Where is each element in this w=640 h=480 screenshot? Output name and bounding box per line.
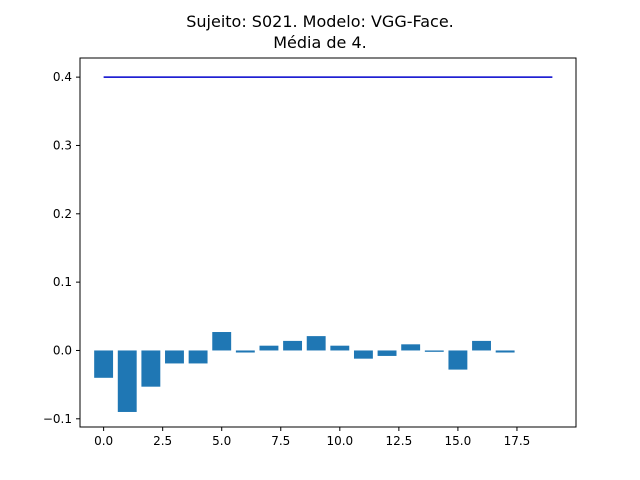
y-tick-label: −0.1 [43, 412, 72, 426]
y-tick-label: 0.2 [53, 207, 72, 221]
bar [94, 350, 114, 378]
bar [472, 340, 491, 351]
x-tick-label: 10.0 [326, 434, 353, 448]
x-tick-label: 5.0 [212, 434, 231, 448]
y-tick-label: 0.1 [53, 275, 72, 289]
bar [283, 340, 303, 351]
bar [259, 345, 279, 351]
x-tick-label: 2.5 [153, 434, 172, 448]
bar [377, 350, 397, 356]
bar [165, 350, 184, 364]
bar [141, 350, 161, 387]
bar [212, 332, 232, 351]
bar [188, 350, 208, 364]
chart-title-line-2: Média de 4. [273, 33, 367, 52]
x-tick-label: 0.0 [94, 434, 113, 448]
bar [401, 344, 421, 351]
bar [235, 350, 255, 353]
x-tick-label: 12.5 [385, 434, 412, 448]
chart-title-line-1: Sujeito: S021. Modelo: VGG-Face. [186, 12, 454, 31]
bar [117, 350, 137, 412]
x-tick-label: 15.0 [445, 434, 472, 448]
x-tick-label: 7.5 [271, 434, 290, 448]
plot-frame [79, 57, 577, 428]
y-tick-label: 0.4 [53, 70, 72, 84]
bar [330, 345, 350, 351]
bar [448, 350, 468, 370]
bar [424, 350, 444, 352]
bar [306, 336, 326, 351]
y-tick-label: 0.3 [53, 138, 72, 152]
y-tick-label: 0.0 [53, 343, 72, 357]
x-tick-label: 17.5 [504, 434, 531, 448]
bar [495, 350, 515, 353]
bar [353, 350, 373, 359]
